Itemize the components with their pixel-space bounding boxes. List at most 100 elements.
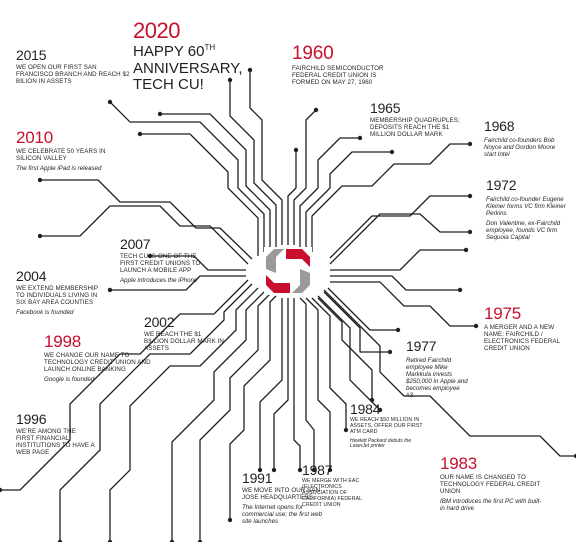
event-year: 1960 <box>292 43 334 64</box>
circuit-pad <box>271 467 277 473</box>
circuit-pad <box>107 99 113 105</box>
event-caption: OUR NAME IS CHANGED TO TECHNOLOGY FEDERA… <box>440 473 541 496</box>
event-caption: WE'RE AMONG THE FIRST FINANCIAL INSTITUT… <box>16 427 95 457</box>
circuit-pad <box>107 539 113 542</box>
circuit-pad <box>169 539 175 542</box>
event-note: The Internet opens for commercial use; t… <box>242 503 323 526</box>
event-2004: 2004 WE EXTEND MEMBERSHIP TO INDIVIDUALS… <box>16 269 104 316</box>
circuit-trace <box>293 298 301 470</box>
event-year: 2007 <box>120 236 151 252</box>
event-year: 1983 <box>440 454 478 473</box>
event-year: 1977 <box>406 338 437 354</box>
event-caption: FAIRCHILD SEMICONDUCTOR FEDERAL CREDIT U… <box>292 64 384 87</box>
event-1975: 1975 A MERGER AND A NEW NAME: FAIRCHILD … <box>484 304 568 353</box>
event-year: 1998 <box>44 332 82 351</box>
event-note: Fairchild co-founders Bob Noyce and Gord… <box>484 136 556 158</box>
event-1960: 1960 FAIRCHILD SEMICONDUCTOR FEDERAL CRE… <box>292 43 394 87</box>
circuit-trace <box>249 70 283 245</box>
event-caption: WE MOVE INTO OUR SAN JOSE HEADQUARTERS <box>242 486 321 501</box>
circuit-pad <box>197 539 203 542</box>
event-note: Google is founded <box>44 376 95 384</box>
event-caption: HAPPY 60TH ANNIVERSARY, TECH CU! <box>133 43 243 93</box>
event-year: 1984 <box>350 401 381 417</box>
circuit-trace <box>0 279 249 491</box>
event-1984: 1984 WE REACH $50 MILLION IN ASSETS, OFF… <box>350 402 424 450</box>
circuit-trace <box>299 297 315 470</box>
circuit-pad <box>37 233 43 239</box>
circuit-trace <box>40 179 253 260</box>
circuit-pads <box>0 67 576 542</box>
event-year: 2015 <box>16 47 47 63</box>
event-1987: 1987 WE MERGE WITH EAC (ELECTRONICS ASSO… <box>302 463 374 509</box>
circuit-pad <box>387 349 393 355</box>
event-caption: WE EXTEND MEMBERSHIP TO INDIVIDUALS LIVI… <box>16 284 98 306</box>
event-1991: 1991 WE MOVE INTO OUR SAN JOSE HEADQUART… <box>242 471 332 525</box>
circuit-trace <box>150 255 246 271</box>
circuit-pad <box>57 539 63 542</box>
circuit-pad <box>147 253 153 259</box>
event-note-2: Don Valentine, ex-Fairchild employee, fo… <box>486 220 561 242</box>
circuit-trace <box>327 287 398 331</box>
event-1965: 1965 MEMBERSHIP QUADRUPLES; DEPOSITS REA… <box>370 101 468 138</box>
circuit-pad <box>227 77 233 83</box>
event-1972: 1972 Fairchild co-founder Eugene Kleiner… <box>486 177 570 242</box>
event-year: 2002 <box>144 314 175 330</box>
circuit-trace <box>273 298 289 470</box>
tech-cu-logo <box>264 247 312 295</box>
circuit-pad <box>467 229 473 235</box>
circuit-trace <box>323 289 576 457</box>
circuit-pad <box>389 149 395 155</box>
event-note: Hewlett Packard debuts the LaserJet prin… <box>350 437 412 450</box>
circuit-pad <box>395 327 401 333</box>
event-1983: 1983 OUR NAME IS CHANGED TO TECHNOLOGY F… <box>440 454 544 513</box>
circuit-trace <box>171 291 265 542</box>
event-note: Retired Fairchild employee Mike Markkula… <box>406 356 468 400</box>
event-caption: WE CHANGE OUR NAME TO TECHNOLOGY CREDIT … <box>44 351 151 374</box>
event-1998: 1998 WE CHANGE OUR NAME TO TECHNOLOGY CR… <box>44 332 170 384</box>
circuit-pad <box>463 247 469 253</box>
circuit-trace <box>229 295 277 520</box>
event-note: Facebook is founded <box>16 309 74 317</box>
circuit-trace <box>305 297 331 470</box>
event-year: 2004 <box>16 268 47 284</box>
event-2010: 2010 WE CELEBRATE 50 YEARS IN SILICON VA… <box>16 129 112 172</box>
circuit-trace <box>109 101 265 252</box>
circuit-trace <box>259 298 283 470</box>
circuit-trace <box>109 287 259 542</box>
event-note: The first Apple iPad is released <box>16 165 102 173</box>
circuit-trace <box>317 295 381 411</box>
circuit-trace <box>311 143 470 252</box>
circuit-pad <box>137 131 143 137</box>
circuit-pad <box>247 67 253 73</box>
circuit-pad <box>0 487 3 493</box>
event-caption: WE REACH THE $1 BILLION DOLLAR MARK IN A… <box>144 330 224 352</box>
circuit-pad <box>467 193 473 199</box>
event-year: 1968 <box>484 118 515 134</box>
event-2015: 2015 WE OPEN OUR FIRST SAN FRANCISCO BRA… <box>16 48 132 85</box>
circuit-trace <box>311 297 347 430</box>
circuit-trace <box>110 275 246 291</box>
circuit-pad <box>473 323 479 329</box>
circuit-trace <box>140 133 259 256</box>
circuit-pad <box>573 453 576 459</box>
circuit-trace <box>330 281 476 327</box>
event-caption: WE MERGE WITH EAC (ELECTRONICS ASSOCIATI… <box>302 477 362 508</box>
circuit-pad <box>293 147 299 153</box>
circuit-pad <box>457 287 463 293</box>
event-2007: 2007 TECH CU IS ONE OF THE FIRST CREDIT … <box>120 237 204 284</box>
event-caption: MEMBERSHIP QUADRUPLES; DEPOSITS REACH TH… <box>370 116 460 138</box>
event-caption: WE CELEBRATE 50 YEARS IN SILICON VALLEY <box>16 147 106 162</box>
circuit-pad <box>357 135 363 141</box>
circuit-trace <box>329 213 470 265</box>
event-note: Apple introduces the iPhone <box>120 277 198 285</box>
circuit-trace <box>199 293 271 542</box>
circuit-pad <box>327 467 333 473</box>
event-year: 1975 <box>484 304 522 323</box>
event-caption: TECH CU IS ONE OF THE FIRST CREDIT UNION… <box>120 252 201 274</box>
circuit-trace <box>287 150 297 245</box>
event-1968: 1968 Fairchild co-founders Bob Noyce and… <box>484 119 562 158</box>
event-year: 1972 <box>486 177 517 193</box>
circuit-trace <box>40 205 249 265</box>
circuit-trace <box>299 137 360 247</box>
